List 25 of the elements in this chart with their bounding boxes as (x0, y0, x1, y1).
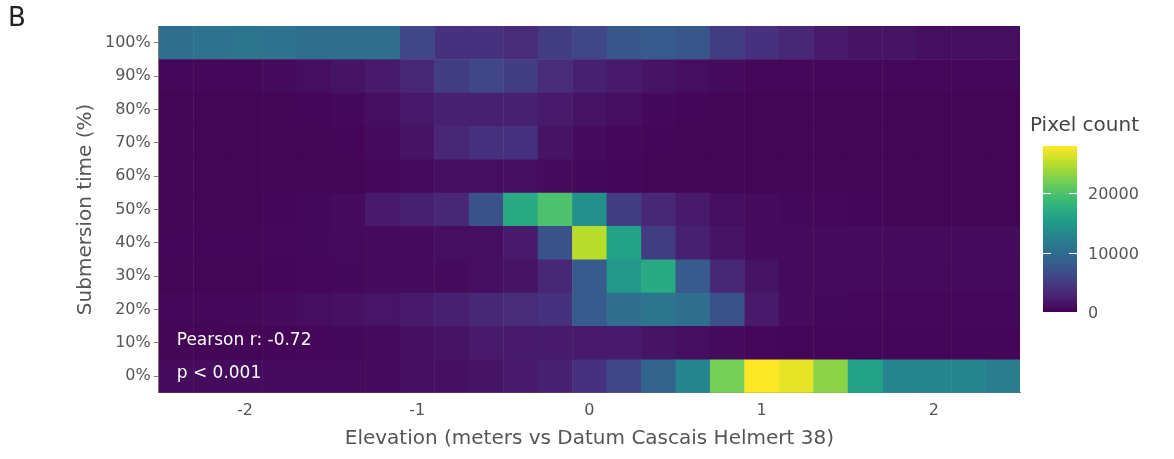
y-tick-label: 0% (125, 365, 151, 385)
y-axis-title: Submersion time (%) (72, 103, 97, 316)
x-tick-label: 0 (584, 399, 595, 419)
annotation: Pearson r: -0.72 (176, 328, 312, 349)
chart-title: B (8, 2, 26, 32)
y-tick-label: 40% (115, 231, 151, 251)
y-tick-label: 80% (115, 98, 151, 118)
y-tick-label: 20% (115, 298, 151, 318)
y-tick-label: 60% (115, 165, 151, 185)
annotation: p < 0.001 (176, 361, 262, 382)
y-tick-label: 10% (115, 331, 151, 351)
y-tick-label: 50% (115, 198, 151, 218)
color-bar-title: Pixel count (1030, 112, 1141, 136)
color-bar-label: 20000 (1088, 183, 1139, 203)
color-bar-label: 0 (1088, 302, 1099, 322)
x-axis-title: Elevation (meters vs Datum Cascais Helmert 38) (344, 425, 834, 450)
x-tick-label: -1 (409, 399, 426, 419)
y-tick-label: 100% (104, 31, 151, 51)
y-tick-label: 90% (115, 65, 151, 85)
x-tick-label: 1 (756, 399, 767, 419)
x-tick-label: -2 (236, 399, 253, 419)
color-bar-label: 10000 (1088, 243, 1139, 263)
x-tick-label: 2 (928, 399, 939, 419)
y-tick-label: 30% (115, 265, 151, 285)
y-tick-label: 70% (115, 131, 151, 151)
